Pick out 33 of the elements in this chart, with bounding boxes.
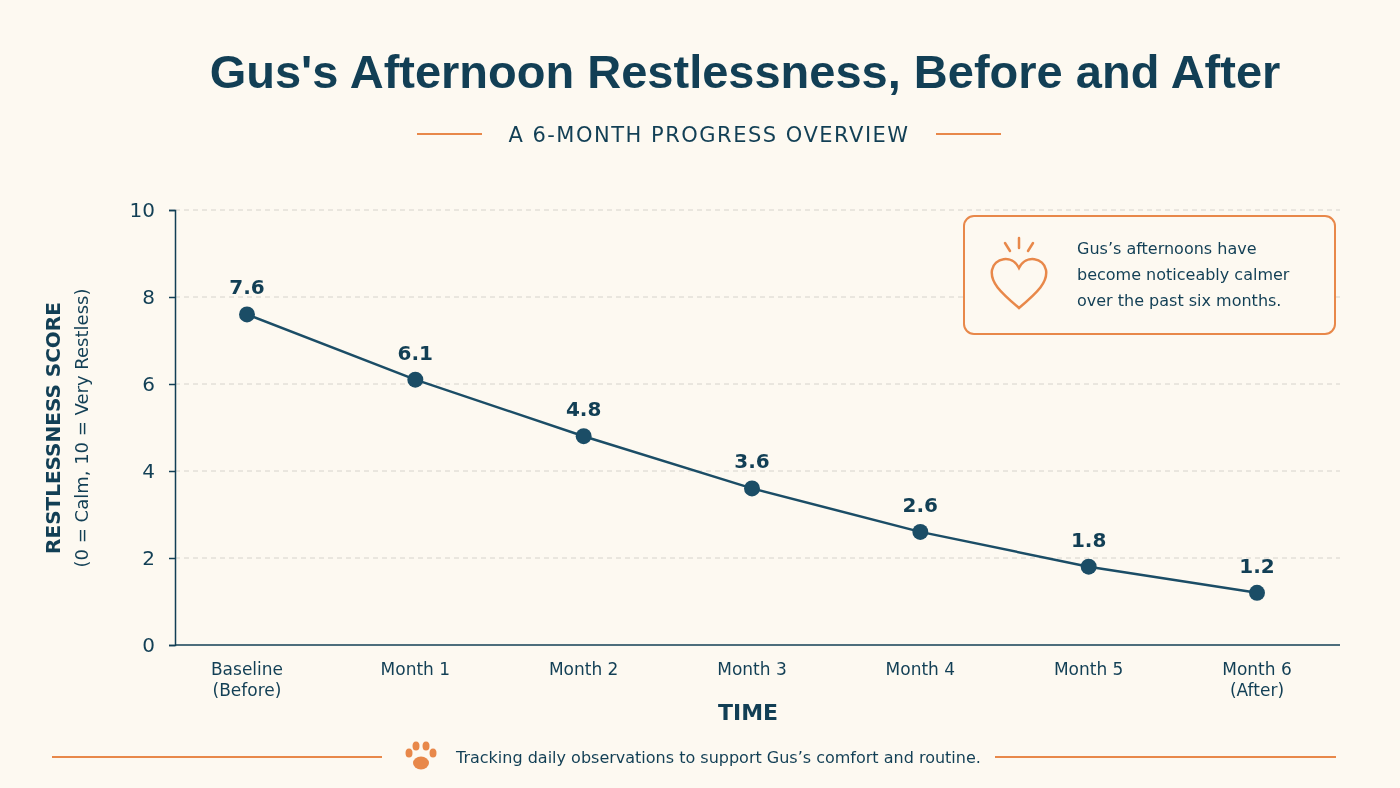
y-axis-title: RESTLESSNESS SCORE (0 = Calm, 10 = Very Restless) <box>41 288 92 568</box>
annotation: Gus’s afternoons have become noticeably calmer over the past six months. <box>1077 239 1290 310</box>
data-label: 3.6 <box>734 449 770 474</box>
y-tick-label: 10 <box>129 197 155 222</box>
data-label: 2.6 <box>902 492 939 517</box>
data-label: 4.8 <box>565 397 602 422</box>
data-label: 1.8 <box>1070 527 1107 552</box>
x-tick-label: Month 5 <box>1053 659 1124 679</box>
x-tick-label: Month 2 <box>548 659 619 679</box>
point <box>912 523 929 540</box>
data-label: 1.2 <box>1239 553 1275 578</box>
point <box>1080 558 1097 575</box>
x-tick-label: Baseline (Before) <box>210 659 284 700</box>
point <box>239 306 255 323</box>
x-tick-label: Month 1 <box>380 659 451 679</box>
y-tick-label: 2 <box>142 545 155 570</box>
x-tick-label: Month 6 (After) <box>1222 659 1292 700</box>
point <box>744 480 760 497</box>
data-label: 7.6 <box>229 275 265 300</box>
chart-subtitle: A 6-MONTH PROGRESS OVERVIEW <box>508 123 910 147</box>
point <box>1249 584 1265 601</box>
x-tick-label: Month 3 <box>717 659 787 679</box>
point <box>407 371 424 388</box>
point <box>575 428 592 445</box>
text: Tracking daily observations to support Gus’s comfort and routine. <box>455 748 981 767</box>
x-axis-title: TIME <box>717 700 779 725</box>
y-tick-label: 0 <box>142 632 155 657</box>
data-label: 6.1 <box>397 340 434 365</box>
y-tick-label: 8 <box>142 284 155 309</box>
y-tick-label: 4 <box>142 458 155 483</box>
chart-title: Gus's Afternoon Restlessness, Before and After <box>209 45 1281 98</box>
x-tick-label: Month 4 <box>885 659 956 679</box>
y-tick-label: 6 <box>142 371 155 396</box>
